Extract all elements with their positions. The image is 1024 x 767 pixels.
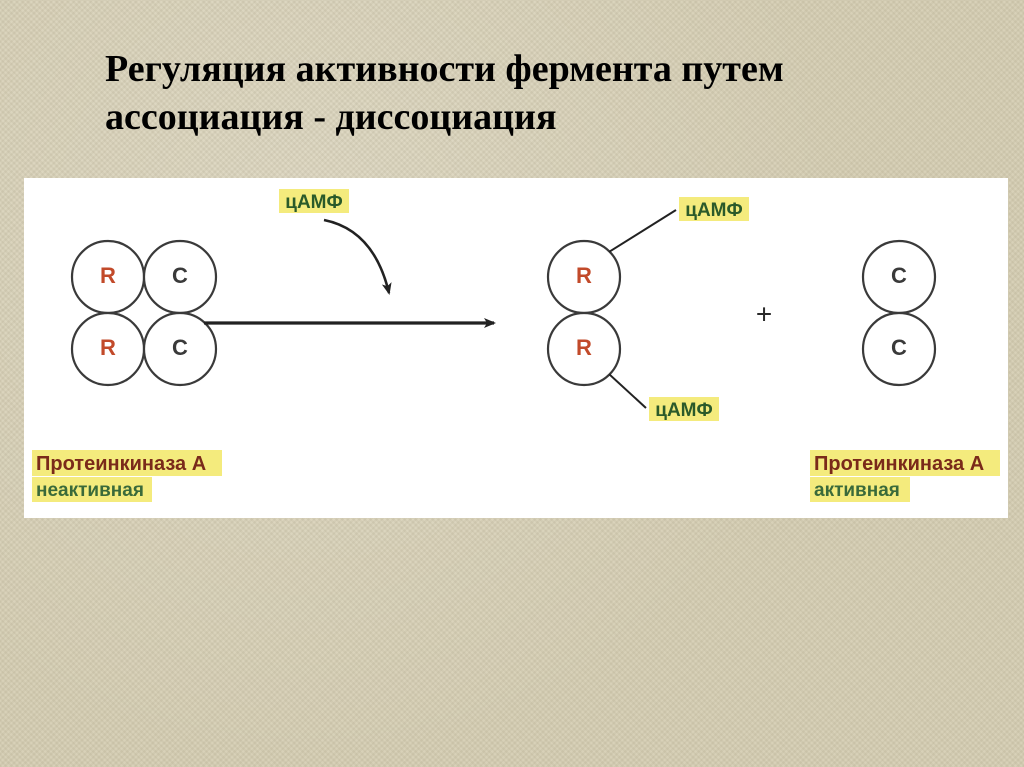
caption-left-title: Протеинкиназа А: [36, 453, 206, 475]
r-dimer-camph: R R цАМФ цАМФ: [548, 197, 749, 421]
subunit-R: R: [100, 263, 116, 288]
camph-incoming: цАМФ: [279, 189, 389, 293]
camph-label: цАМФ: [685, 200, 742, 221]
caption-right-title: Протеинкиназа А: [814, 453, 984, 475]
diagram-panel: R C R C цАМФ R R цАМФ: [24, 178, 1008, 518]
camph-label: цАМФ: [655, 400, 712, 421]
reaction-diagram: R C R C цАМФ R R цАМФ: [24, 178, 1008, 518]
tetramer-inactive: R C R C: [72, 241, 216, 385]
slide-title: Регуляция активности фермента путем ассо…: [105, 46, 934, 141]
caption-left-sub: неактивная: [36, 480, 144, 501]
arrow-camph: [324, 220, 389, 293]
slide-background: Регуляция активности фермента путем ассо…: [0, 0, 1024, 767]
camph-label: цАМФ: [285, 192, 342, 213]
subunit-C: C: [891, 335, 907, 360]
caption-right: Протеинкиназа А активная: [810, 450, 1000, 502]
caption-left: Протеинкиназа А неактивная: [32, 450, 222, 502]
c-dimer-active: C C: [863, 241, 935, 385]
plus-sign: +: [756, 298, 772, 329]
subunit-C: C: [172, 335, 188, 360]
subunit-R: R: [576, 335, 592, 360]
subunit-R: R: [576, 263, 592, 288]
subunit-C: C: [172, 263, 188, 288]
subunit-C: C: [891, 263, 907, 288]
caption-right-sub: активная: [814, 480, 900, 501]
subunit-R: R: [100, 335, 116, 360]
